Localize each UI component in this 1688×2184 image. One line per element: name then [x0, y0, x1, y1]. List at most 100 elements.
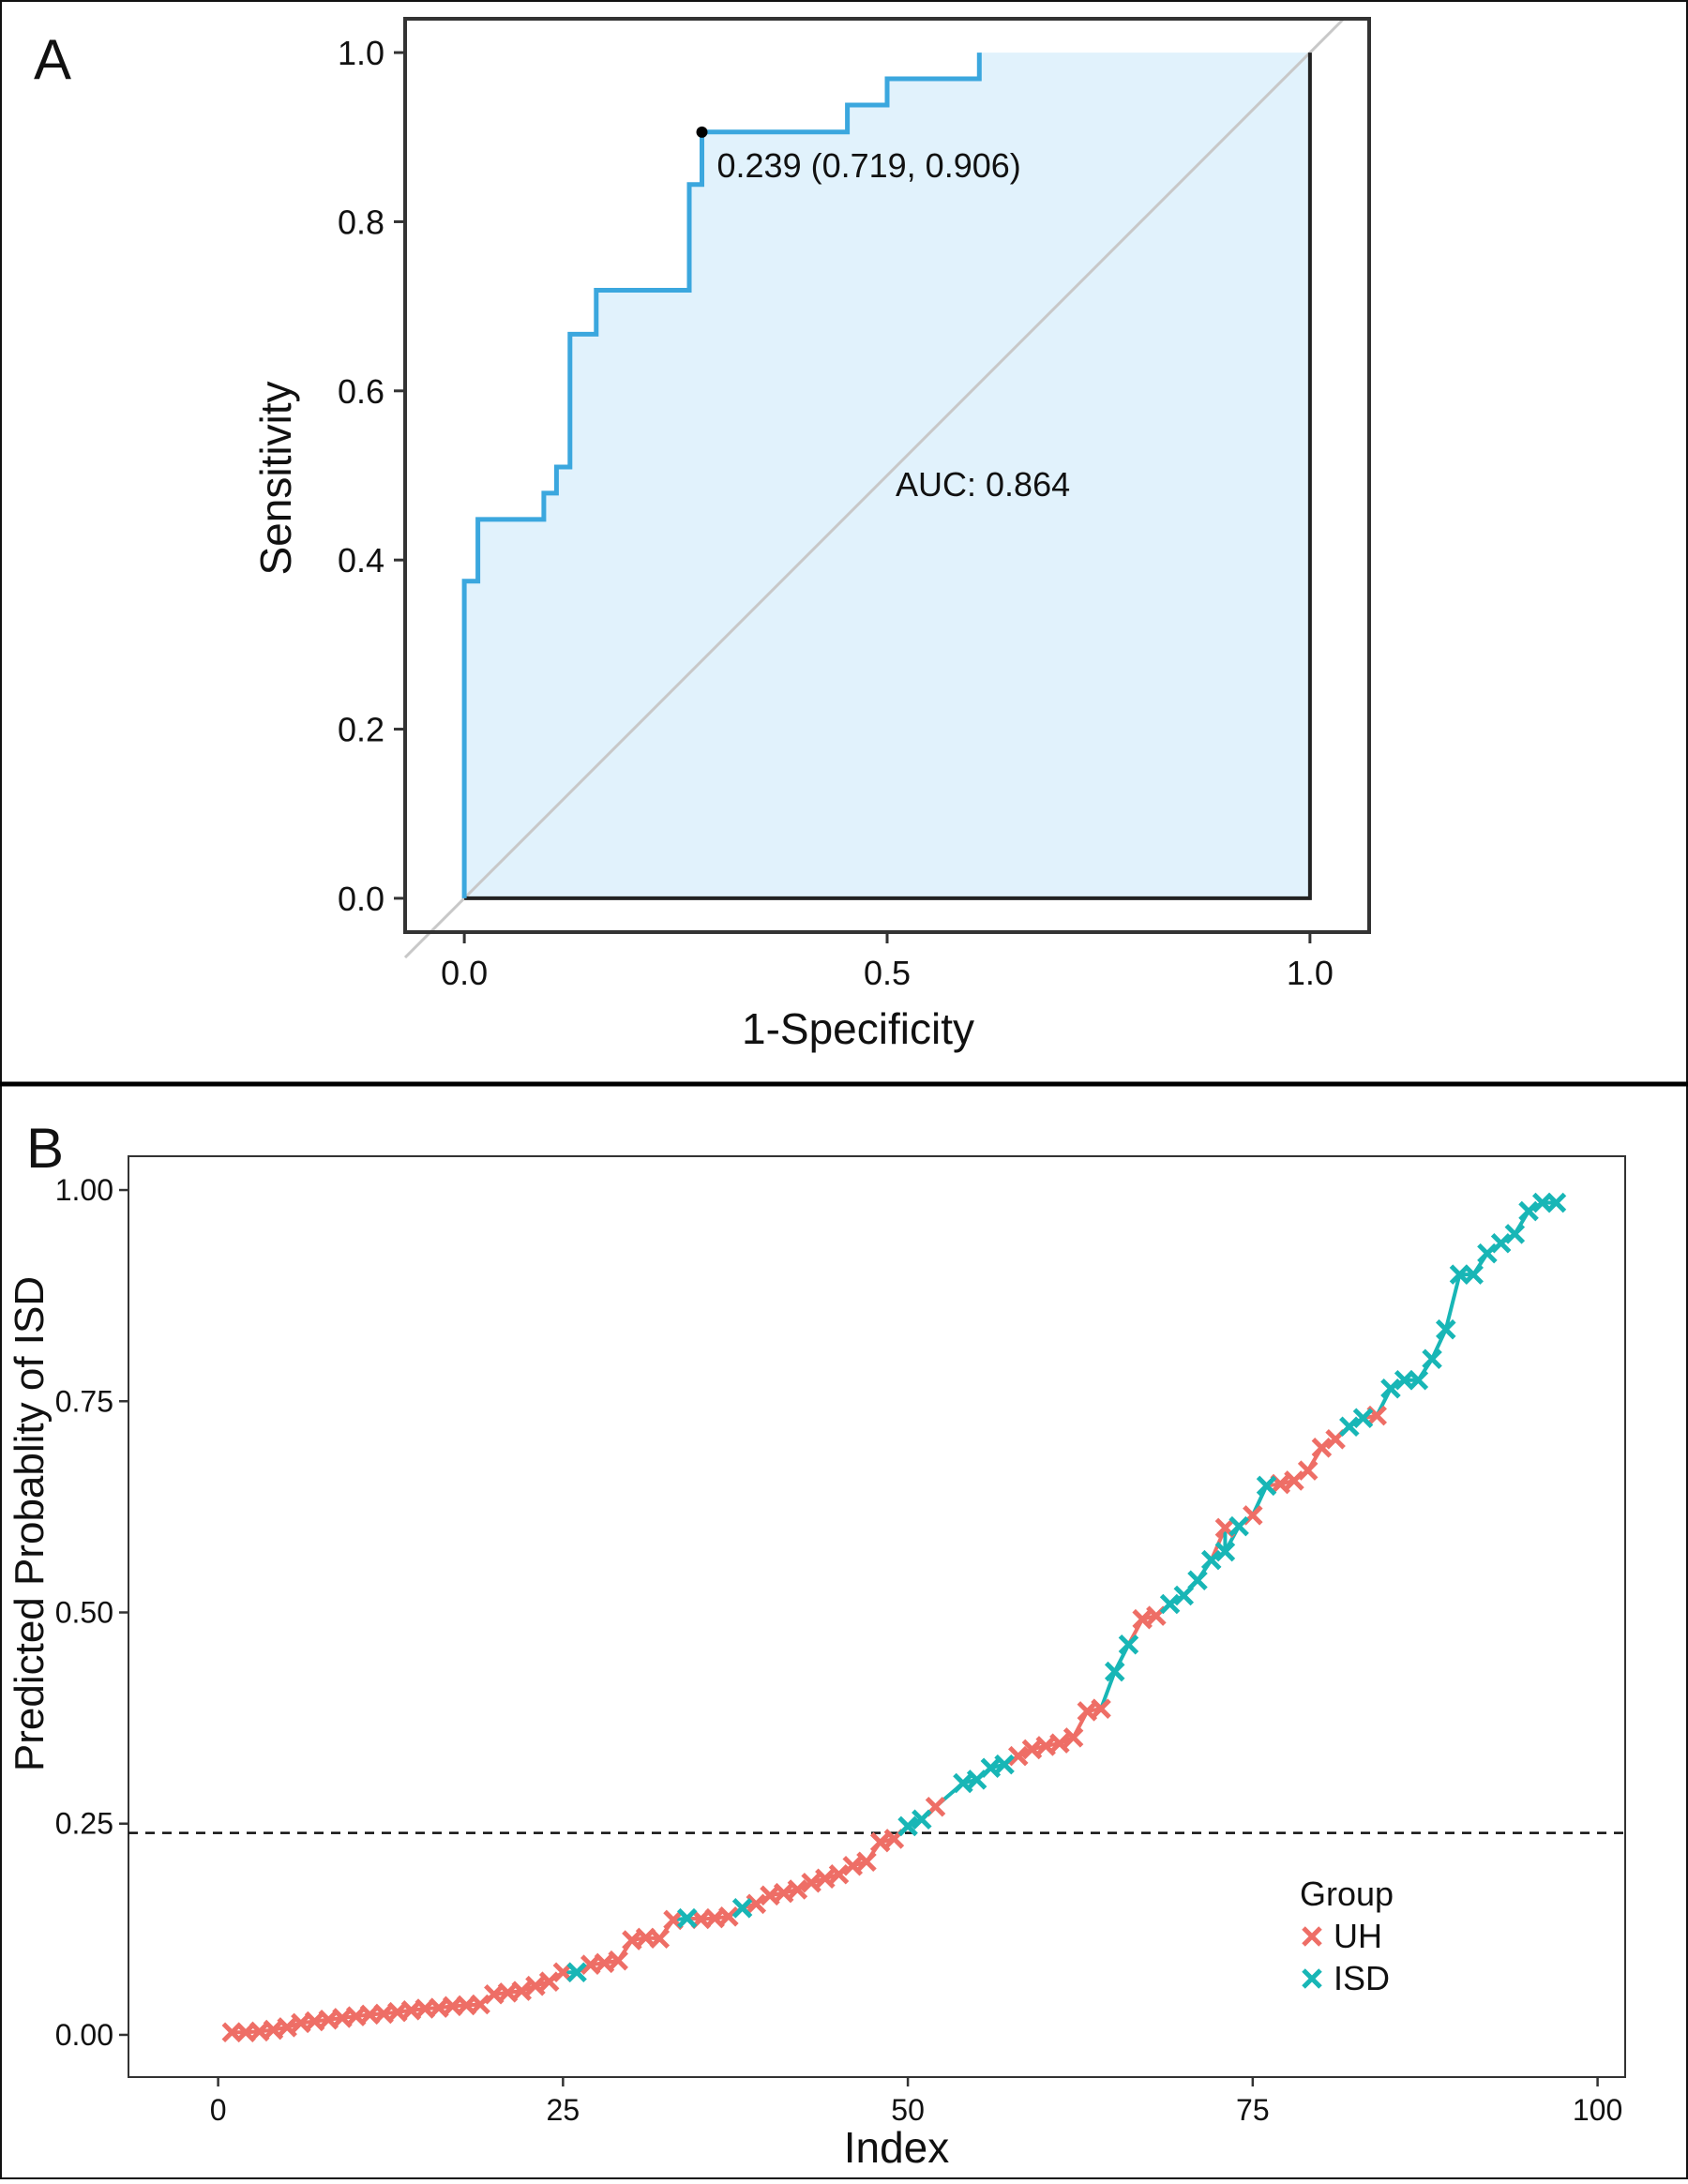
y-tick-label: 0.8	[338, 203, 384, 241]
legend-isd-marker	[1302, 1968, 1322, 1989]
panel-b-x-axis-title: Index	[844, 2123, 950, 2172]
isd-point	[1214, 1541, 1236, 1562]
uh-point	[1284, 1470, 1304, 1491]
y-tick-label: 0.4	[338, 541, 384, 580]
reference-diagonal	[403, 17, 1346, 959]
y-tick-label: 0.0	[338, 880, 384, 918]
uh-point	[1311, 1438, 1333, 1458]
panel-b-plot-frame	[128, 1155, 1626, 2078]
uh-point	[608, 1950, 628, 1971]
panel-a-axes: 0.0 0.5 1.0 0.0 0.2 0.4 0.6 0.8 1.0	[338, 34, 1334, 992]
isd-point	[953, 1772, 973, 1794]
isd-point	[1200, 1549, 1222, 1571]
y-tick-label: 0.25	[55, 1807, 113, 1841]
optimal-cutoff-point	[696, 126, 708, 138]
y-tick-label: 0.50	[55, 1595, 113, 1629]
x-tick-label: 1.0	[1287, 954, 1334, 992]
panel-b-label: B	[26, 1117, 64, 1180]
y-tick-label: 0.6	[338, 372, 384, 411]
uh-point	[1063, 1727, 1084, 1748]
uh-point	[856, 1851, 877, 1873]
legend-isd-label: ISD	[1334, 1959, 1390, 1997]
panel-a-annotations: 0.239 (0.719, 0.906) AUC: 0.864	[696, 126, 1070, 504]
y-tick-label: 1.0	[338, 34, 384, 72]
isd-point	[1159, 1593, 1181, 1615]
x-tick-label: 75	[1236, 2093, 1270, 2127]
uh-point	[649, 1928, 671, 1950]
series-points-layer	[221, 1192, 1567, 2043]
uh-point	[787, 1879, 808, 1900]
uh-point	[815, 1868, 836, 1890]
x-tick-label: 50	[891, 2093, 925, 2127]
legend-title: Group	[1300, 1875, 1394, 1913]
legend-isd-x	[1302, 1968, 1322, 1989]
isd-point	[1422, 1348, 1442, 1369]
uh-point	[746, 1893, 767, 1915]
isd-point	[1187, 1570, 1208, 1591]
isd-point	[897, 1815, 918, 1837]
x-tick-label: 0.5	[864, 954, 911, 992]
isd-point	[1352, 1408, 1374, 1429]
y-tick-label: 0.00	[55, 2018, 113, 2052]
x-tick-label: 0.0	[441, 954, 488, 992]
isd-point	[1436, 1318, 1456, 1340]
legend: Group UH ISD	[1300, 1875, 1394, 1997]
optimal-cutoff-label: 0.239 (0.719, 0.906)	[717, 146, 1021, 185]
uh-point	[842, 1856, 864, 1876]
legend-uh-marker	[1302, 1926, 1322, 1947]
legend-uh-x	[1302, 1926, 1322, 1947]
uh-point	[538, 1971, 560, 1992]
uh-point	[1297, 1460, 1319, 1481]
uh-point	[828, 1864, 850, 1885]
uh-point	[869, 1831, 891, 1853]
panel-b-axes: 0 25 50 75 100 0.00 0.25 0.50 0.75 1.00	[55, 1173, 1623, 2127]
x-tick-label: 0	[210, 2093, 227, 2127]
isd-point	[1408, 1369, 1429, 1391]
isd-point	[1504, 1224, 1526, 1244]
uh-point	[470, 1994, 490, 2015]
isd-point	[1228, 1515, 1249, 1537]
isd-point	[1118, 1634, 1139, 1655]
isd-point	[566, 1962, 587, 1983]
y-tick-label: 0.75	[55, 1384, 113, 1418]
x-tick-label: 25	[547, 2093, 580, 2127]
roc-curve-line	[461, 53, 982, 898]
isd-point	[912, 1809, 932, 1830]
connector-segment	[1099, 1670, 1117, 1710]
uh-point	[1049, 1733, 1070, 1754]
uh-point	[718, 1906, 739, 1927]
uh-point	[801, 1873, 821, 1893]
isd-point	[1173, 1585, 1195, 1606]
x-tick-label: 100	[1573, 2093, 1622, 2127]
uh-point	[1008, 1745, 1029, 1767]
isd-point	[1380, 1378, 1401, 1399]
uh-point	[1091, 1698, 1111, 1719]
uh-point	[1021, 1739, 1043, 1760]
uh-point	[511, 1981, 532, 2001]
uh-point	[773, 1882, 794, 1904]
isd-point	[676, 1907, 698, 1929]
panel-a-plot-frame	[403, 17, 1371, 934]
connector-segment	[1443, 1273, 1462, 1331]
isd-point	[1545, 1192, 1567, 1213]
panel-b-y-axis-title: Predicted Probablity of ISD	[7, 1276, 53, 1771]
panel-b: B 0 25 50 75 100 0.00 0.25 0.50 0.75 1.00 Index P…	[7, 1117, 1626, 2172]
panel-a-label: A	[34, 28, 71, 91]
isd-point	[1518, 1200, 1539, 1222]
panel-a: A 0.0 0.5 1.0 0.0 0.2 0.4 0.6 0.8 1.0 0.239 (0.7…	[34, 17, 1371, 1053]
isd-point	[994, 1754, 1015, 1775]
isd-point	[1256, 1475, 1277, 1497]
panel-a-x-axis-title: 1-Specificity	[742, 1004, 974, 1053]
legend-uh-label: UH	[1334, 1917, 1382, 1955]
roc-curve-layer	[461, 53, 1312, 900]
isd-point	[731, 1898, 753, 1919]
isd-point	[1463, 1264, 1484, 1285]
isd-point	[980, 1757, 1002, 1779]
uh-point	[277, 2017, 297, 2038]
reference-diagonal-layer	[403, 17, 1346, 959]
uh-point	[525, 1975, 546, 1996]
isd-point	[1339, 1416, 1360, 1438]
